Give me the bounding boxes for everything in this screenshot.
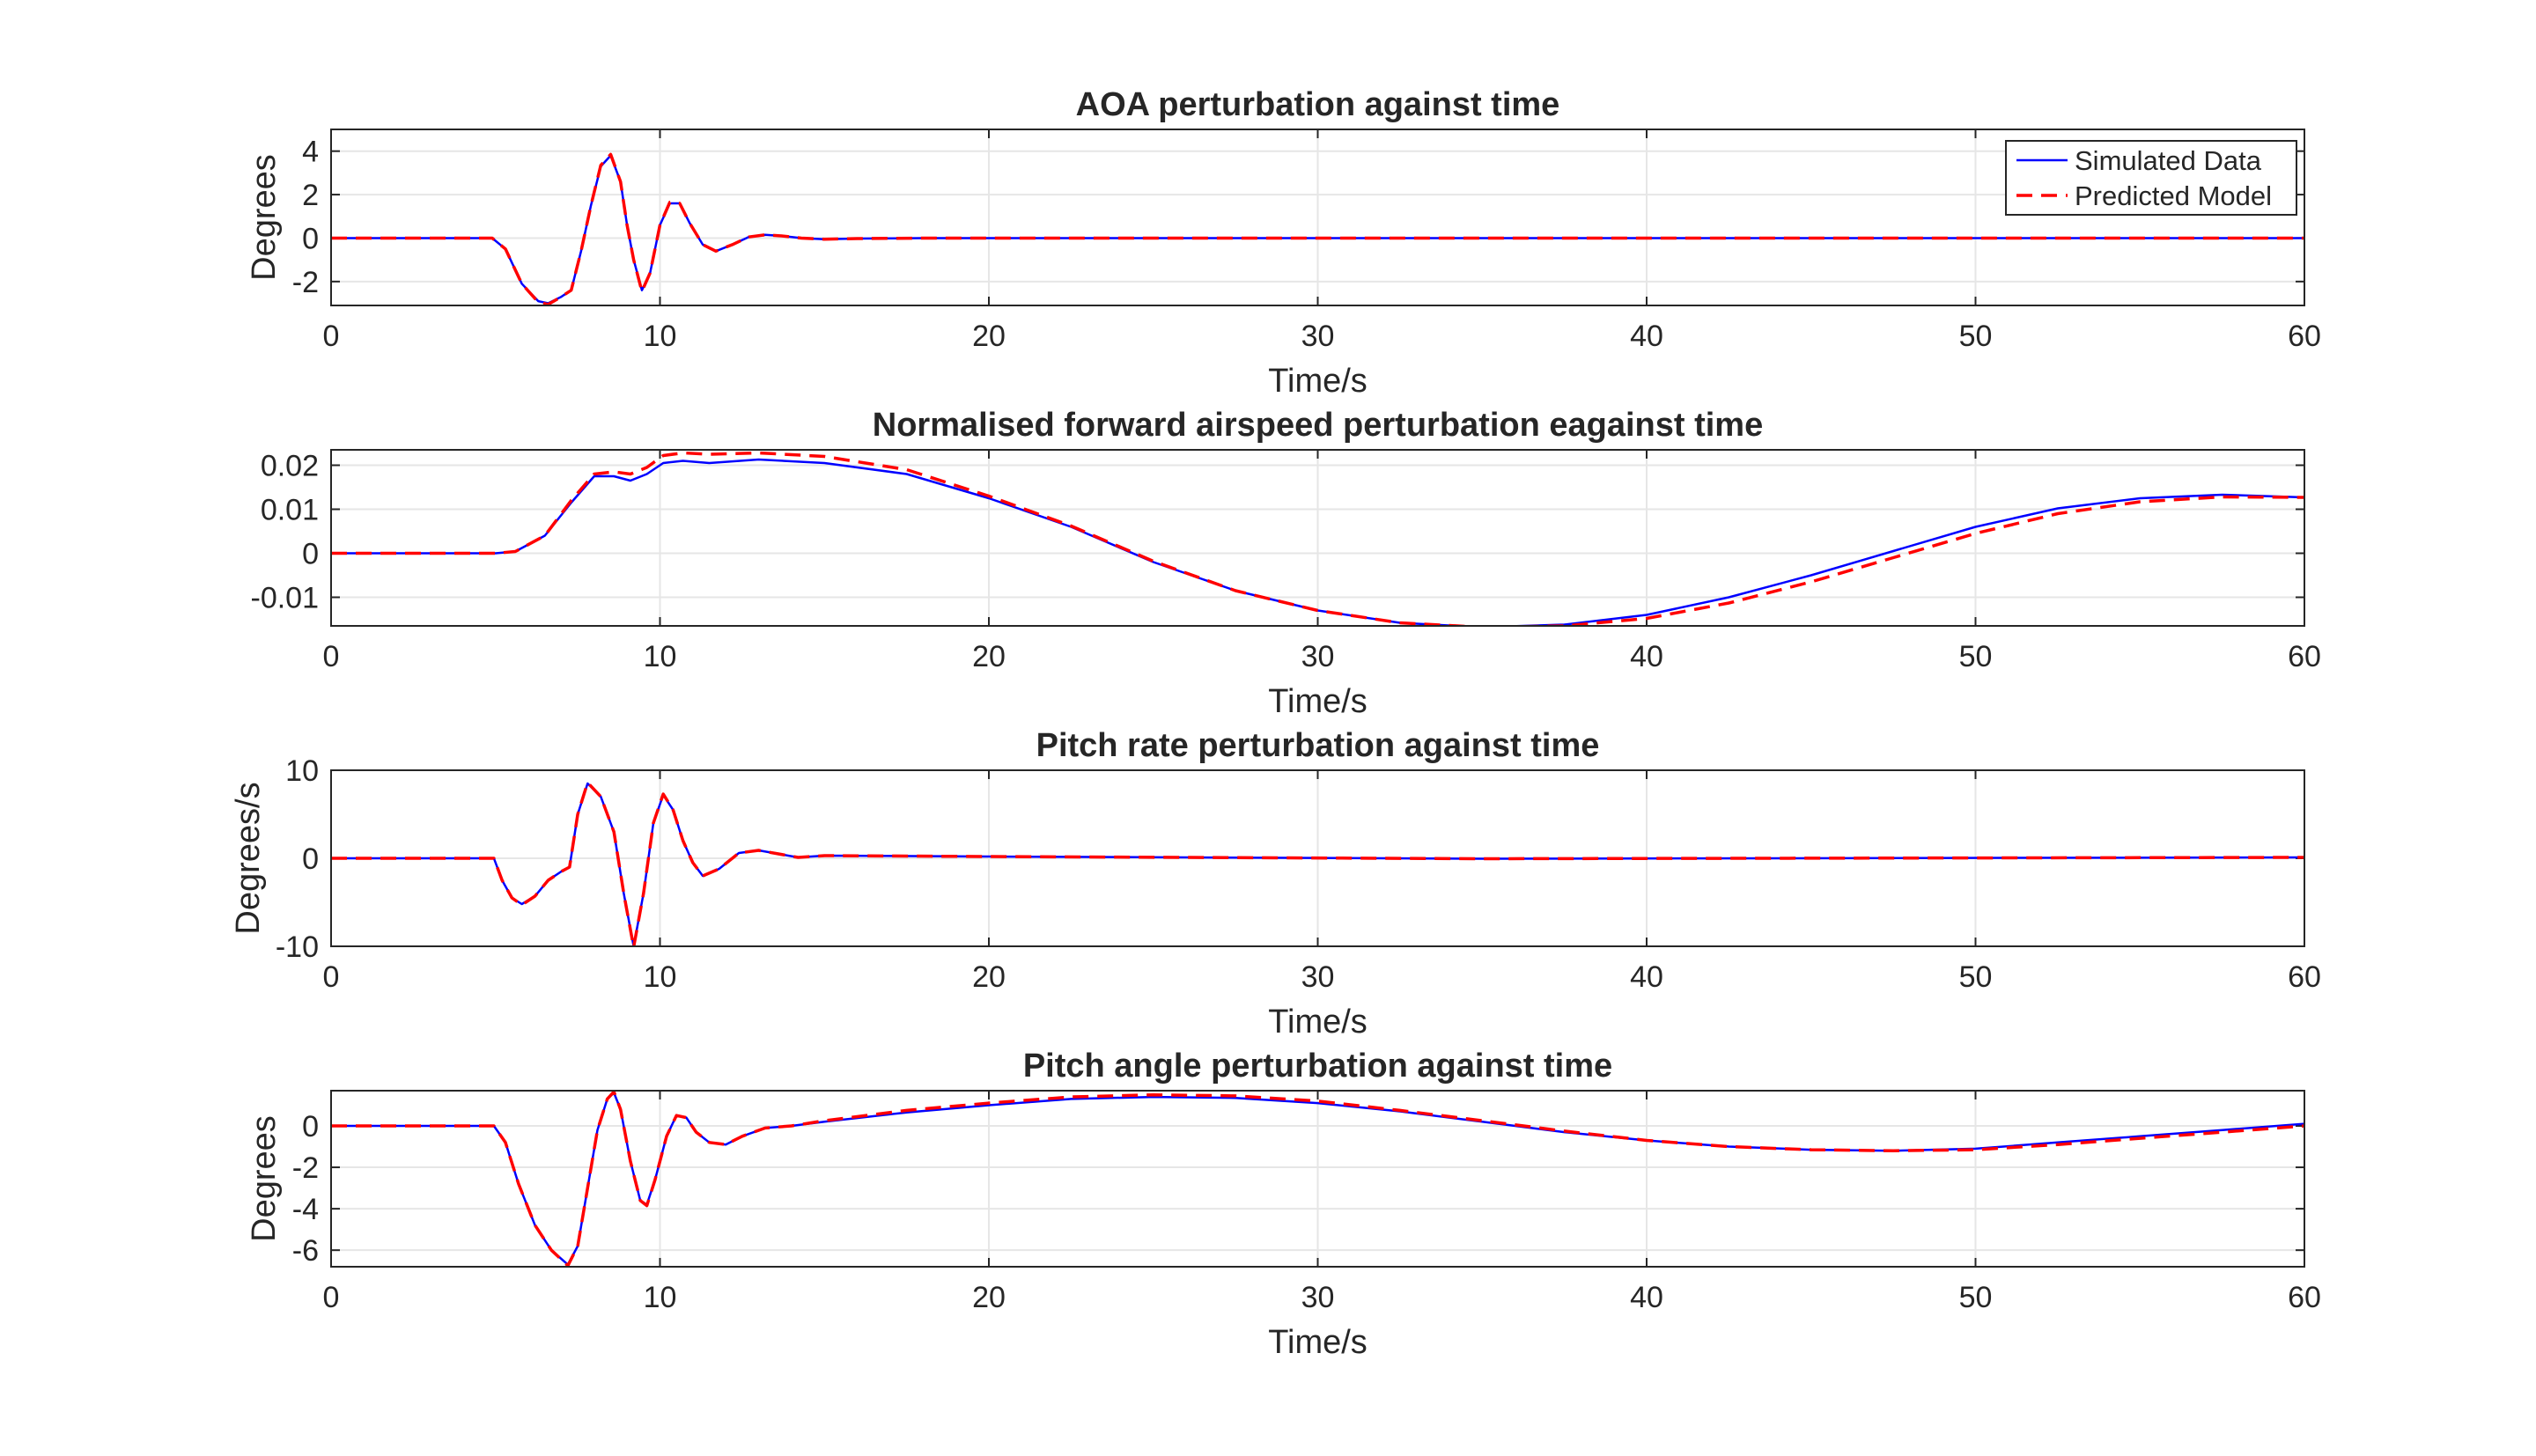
y-tick-label: -0.01: [251, 582, 320, 615]
x-tick-label: 60: [2288, 320, 2321, 353]
y-tick-label: -4: [292, 1193, 319, 1226]
x-tick-label: 0: [323, 320, 340, 353]
x-tick-label: 30: [1301, 960, 1335, 994]
series-predicted-line: [331, 781, 2304, 946]
y-tick-label: 2: [302, 179, 319, 212]
x-tick-label: 40: [1630, 960, 1663, 994]
y-tick-label: 0: [302, 222, 319, 255]
series-predicted-line: [331, 152, 2304, 305]
y-tick-label: -2: [292, 1151, 319, 1185]
x-axis-label: Time/s: [1268, 1324, 1368, 1361]
x-tick-label: 50: [1959, 320, 1993, 353]
y-tick-label: -10: [276, 930, 319, 964]
x-tick-label: 20: [972, 1281, 1006, 1314]
subplot-title: Normalised forward airspeed perturbation…: [873, 407, 1763, 444]
x-axis-label: Time/s: [1268, 683, 1368, 720]
x-tick-label: 50: [1959, 1281, 1993, 1314]
axes-frame: [330, 449, 2305, 627]
axes-frame: [330, 1090, 2305, 1268]
subplot-title: Pitch angle perturbation against time: [1023, 1048, 1612, 1085]
y-tick-label: 0: [302, 1110, 319, 1143]
series-predicted-line: [331, 451, 2304, 626]
x-tick-label: 30: [1301, 640, 1335, 673]
x-tick-label: 10: [644, 320, 677, 353]
y-axis-label: Degrees: [246, 1115, 283, 1242]
x-tick-label: 40: [1630, 1281, 1663, 1314]
x-axis-label: Time/s: [1268, 1004, 1368, 1041]
x-tick-label: 20: [972, 960, 1006, 994]
legend-predicted-label: Predicted Model: [2075, 180, 2272, 211]
x-tick-label: 50: [1959, 960, 1993, 994]
y-tick-label: 10: [285, 754, 319, 788]
legend-simulated-label: Simulated Data: [2075, 145, 2262, 176]
x-tick-label: 0: [323, 1281, 340, 1314]
x-tick-label: 50: [1959, 640, 1993, 673]
x-tick-label: 40: [1630, 640, 1663, 673]
series-predicted-line: [331, 1091, 2304, 1267]
x-tick-label: 20: [972, 640, 1006, 673]
x-tick-label: 0: [323, 640, 340, 673]
y-tick-label: 0: [302, 538, 319, 571]
x-tick-label: 40: [1630, 320, 1663, 353]
x-tick-label: 60: [2288, 640, 2321, 673]
y-tick-label: 0.02: [261, 450, 319, 483]
x-tick-label: 30: [1301, 320, 1335, 353]
legend-box: [2005, 140, 2297, 216]
x-tick-label: 10: [644, 1281, 677, 1314]
y-axis-label: Degrees/s: [230, 782, 267, 934]
y-tick-label: 4: [302, 136, 319, 169]
x-tick-label: 30: [1301, 1281, 1335, 1314]
legend: Simulated Data Predicted Model: [2005, 140, 2297, 216]
subplot-title: AOA perturbation against time: [1076, 86, 1560, 123]
axes-frame: [330, 769, 2305, 947]
axes-frame: [330, 129, 2305, 306]
subplot-title: Pitch rate perturbation against time: [1036, 727, 1600, 764]
subplot-4: 0 10 20 30 40 50 60 -6 -4 -2 0 Pitch angle perturba…: [246, 1048, 2321, 1361]
y-tick-label: -2: [292, 266, 319, 299]
x-tick-label: 60: [2288, 960, 2321, 994]
x-tick-label: 20: [972, 320, 1006, 353]
x-tick-label: 60: [2288, 1281, 2321, 1314]
y-tick-label: -6: [292, 1234, 319, 1268]
x-axis-label: Time/s: [1268, 363, 1368, 400]
x-tick-label: 10: [644, 960, 677, 994]
y-tick-label: 0: [302, 842, 319, 876]
y-axis-label: Degrees: [246, 154, 283, 281]
x-tick-label: 10: [644, 640, 677, 673]
y-tick-label: 0.01: [261, 494, 319, 527]
x-tick-label: 0: [323, 960, 340, 994]
